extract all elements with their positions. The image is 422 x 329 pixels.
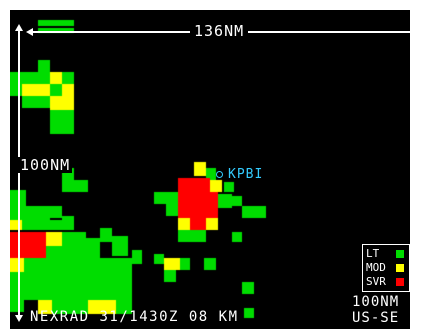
- legend-swatch: [396, 264, 404, 272]
- legend-label: SVR: [366, 275, 386, 288]
- legend-label: MOD: [366, 261, 386, 274]
- product-info-label: NEXRAD 31/1430Z 08 KM: [30, 309, 239, 325]
- horizontal-range-label: 136NM: [190, 23, 249, 39]
- precipitation-overlay: [10, 10, 410, 329]
- station-marker-icon: [216, 171, 223, 178]
- legend-label: LT: [366, 247, 380, 260]
- legend-item-moderate: MOD: [366, 261, 408, 274]
- region-label: US-SE: [352, 310, 400, 326]
- radar-display: 136NM 100NM KPBI LT MOD SVR 100NM US-SE …: [10, 10, 410, 329]
- left-arrow-icon: [26, 28, 33, 36]
- station-label: KPBI: [228, 167, 264, 182]
- bottom-range-label: 100NM: [352, 294, 400, 310]
- legend-item-severe: SVR: [366, 275, 408, 288]
- legend-swatch: [396, 278, 404, 286]
- down-arrow-icon: [15, 315, 23, 322]
- intensity-legend: LT MOD SVR: [362, 244, 410, 292]
- legend-swatch: [396, 250, 404, 258]
- up-arrow-icon: [15, 24, 23, 31]
- legend-item-light: LT: [366, 247, 408, 260]
- vertical-range-label: 100NM: [18, 156, 73, 174]
